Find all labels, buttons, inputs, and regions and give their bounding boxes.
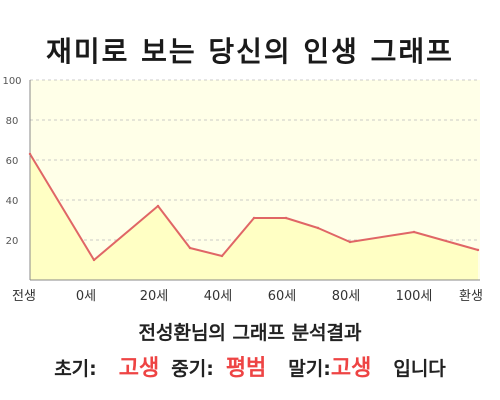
- x-tick-label: 40세: [204, 289, 233, 304]
- y-tick-label: 100: [2, 76, 21, 87]
- x-tick-label: 80세: [332, 289, 361, 304]
- data-point-9: [412, 230, 416, 234]
- y-tick-label: 20: [6, 236, 19, 247]
- data-point-5: [252, 216, 256, 220]
- data-point-6: [284, 216, 288, 220]
- ending-text: 입니다: [393, 358, 446, 380]
- area-fill: [30, 154, 478, 280]
- y-tick-label: 40: [6, 196, 19, 207]
- data-point-4: [220, 254, 224, 258]
- data-point-8: [348, 240, 352, 244]
- y-tick-label: 60: [6, 156, 19, 167]
- summary-title: 전성환님의 그래프 분석결과: [138, 322, 362, 344]
- early-label: 초기:: [54, 358, 97, 380]
- result-line: 초기: 고생 중기: 평범 말기:고생 입니다: [0, 350, 500, 382]
- data-point-2: [156, 204, 160, 208]
- y-tick-labels: 20 40 60 80 100: [2, 76, 21, 247]
- late-label: 말기:: [288, 358, 331, 380]
- data-point-3: [188, 246, 192, 250]
- middle-label: 중기:: [171, 358, 214, 380]
- early-value: 고생: [118, 356, 160, 381]
- data-point-1: [92, 258, 96, 262]
- life-graph-chart: 20 40 60 80 100 전생 0세 20세 40세 60세 80세 100세 환생: [2, 76, 483, 304]
- middle-value: 평범: [225, 356, 267, 381]
- x-tick-labels: 전생 0세 20세 40세 60세 80세 100세 환생: [12, 289, 483, 304]
- x-tick-label: 60세: [268, 289, 297, 304]
- x-tick-label: 20세: [140, 289, 169, 304]
- x-tick-label: 환생: [459, 289, 483, 304]
- x-tick-label: 0세: [76, 289, 96, 304]
- y-tick-label: 80: [6, 116, 19, 127]
- x-tick-label: 100세: [396, 289, 433, 304]
- data-point-10: [476, 248, 480, 252]
- late-value: 고생: [330, 356, 372, 381]
- x-tick-label: 전생: [12, 289, 36, 304]
- data-point-7: [316, 226, 320, 230]
- chart-title: 재미로 보는 당신의 인생 그래프: [46, 35, 454, 68]
- data-point-0: [28, 152, 32, 156]
